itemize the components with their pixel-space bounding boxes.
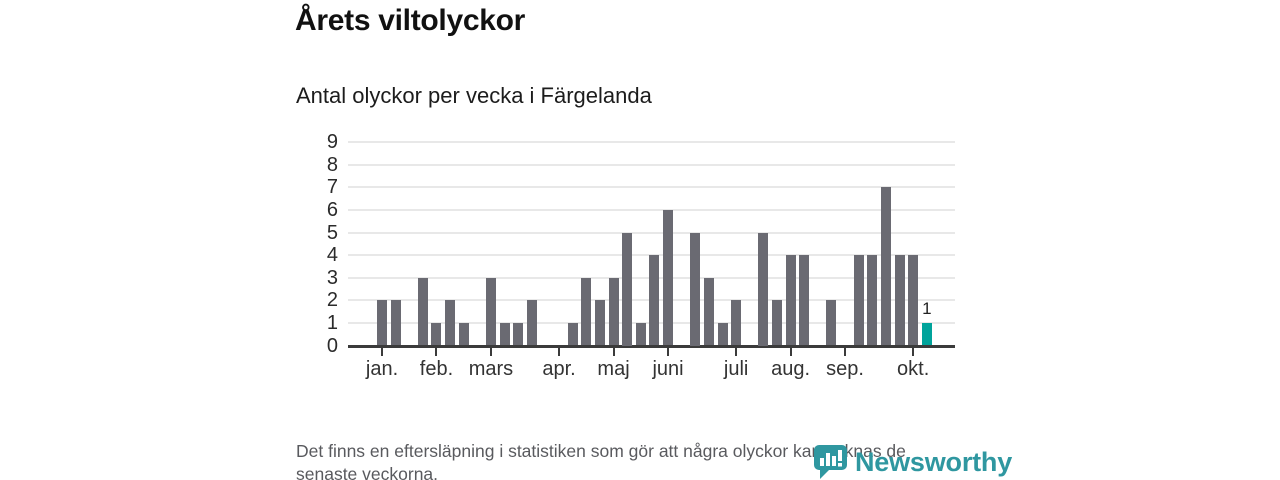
x-axis-label-mars: mars — [468, 358, 514, 380]
bar-week-19 — [622, 232, 633, 346]
bar-week-7 — [458, 322, 469, 346]
bar-week-11 — [513, 322, 524, 346]
bar-week-36 — [853, 255, 864, 346]
bar-week-26 — [717, 322, 728, 346]
bar-week-10 — [499, 322, 510, 346]
x-axis-label-juli: juli — [723, 358, 749, 380]
bar-week-17 — [594, 300, 605, 346]
bar-week-29 — [758, 232, 769, 346]
x-axis-tick-sep — [844, 347, 847, 356]
gridline-y5 — [348, 231, 955, 234]
newsworthy-logo: Newsworthy — [812, 444, 1012, 480]
bar-week-4 — [417, 277, 428, 346]
y-axis-label-8: 8 — [326, 153, 338, 176]
gridline-y6 — [348, 208, 955, 211]
x-axis-tick-feb — [435, 347, 438, 356]
x-axis-label-sep: sep. — [826, 358, 864, 380]
x-axis-label-okt: okt. — [897, 358, 930, 380]
newsworthy-wordmark: Newsworthy — [855, 446, 1013, 477]
bar-week-12 — [526, 300, 537, 346]
y-axis-label-0: 0 — [326, 334, 338, 357]
bar-week-31 — [785, 255, 796, 346]
y-axis-label-1: 1 — [326, 311, 338, 334]
gridline-y8 — [348, 163, 955, 166]
footnote-line-1: Det finns en eftersläpning i statistiken… — [296, 441, 906, 461]
x-axis-tick-juli — [735, 347, 738, 356]
bar-week-2 — [390, 300, 401, 346]
bar-week-18 — [608, 277, 619, 346]
bar-week-21 — [649, 255, 660, 346]
bar-week-38 — [880, 187, 891, 346]
bar-week-37 — [867, 255, 878, 346]
x-axis-tick-aug — [789, 347, 792, 356]
bar-week-20 — [635, 322, 646, 346]
x-axis-label-maj: maj — [597, 358, 630, 380]
x-axis-line — [348, 344, 955, 348]
y-axis-label-2: 2 — [326, 289, 338, 312]
bar-week-39 — [894, 255, 905, 346]
highlight-value-label: 1 — [922, 298, 932, 318]
bar-week-5 — [431, 322, 442, 346]
x-axis-tick-okt — [912, 347, 915, 356]
y-axis-label-5: 5 — [326, 221, 338, 244]
y-axis-label-6: 6 — [326, 198, 338, 221]
bar-week-34 — [826, 300, 837, 346]
gridline-y9 — [348, 141, 955, 144]
x-axis-label-feb: feb. — [419, 358, 454, 380]
bar-week-16 — [581, 277, 592, 346]
x-axis-label-aug: aug. — [771, 358, 811, 380]
y-axis-label-9: 9 — [326, 131, 338, 154]
x-axis-label-juni: juni — [652, 358, 684, 380]
footnote-line-2: senaste veckorna. — [296, 464, 439, 480]
y-axis-label-7: 7 — [326, 176, 338, 199]
chart-title: Årets viltolyckor — [295, 4, 525, 37]
speech-bubble-shape — [814, 445, 847, 479]
bar-week-9 — [485, 277, 496, 346]
x-axis-tick-mars — [489, 347, 492, 356]
y-axis-label-4: 4 — [326, 244, 338, 267]
x-axis-tick-jan — [381, 347, 383, 356]
x-axis-label-apr: apr. — [542, 358, 576, 380]
x-axis-label-jan: jan. — [365, 358, 399, 380]
bar-week-40 — [908, 255, 919, 346]
chart-subtitle: Antal olyckor per vecka i Färgelanda — [296, 83, 652, 108]
bar-week-6 — [445, 300, 456, 346]
bar-week-27 — [731, 300, 742, 346]
x-axis-tick-maj — [612, 347, 615, 356]
footnote: Det finns en eftersläpning i statistiken… — [296, 440, 996, 480]
bar-week-32 — [799, 255, 810, 346]
gridline-y7 — [348, 186, 955, 189]
bar-week-30 — [771, 300, 782, 346]
bar-week-1 — [377, 300, 387, 346]
bar-week-15 — [567, 322, 578, 346]
y-axis-label-3: 3 — [326, 266, 338, 289]
x-axis-tick-juni — [667, 347, 670, 356]
bar-week-22 — [663, 209, 674, 346]
bar-week-41 — [921, 322, 932, 346]
x-axis-tick-apr — [558, 347, 561, 356]
newsworthy-icon — [814, 445, 847, 479]
bar-week-24 — [690, 232, 701, 346]
bar-week-25 — [703, 277, 714, 346]
